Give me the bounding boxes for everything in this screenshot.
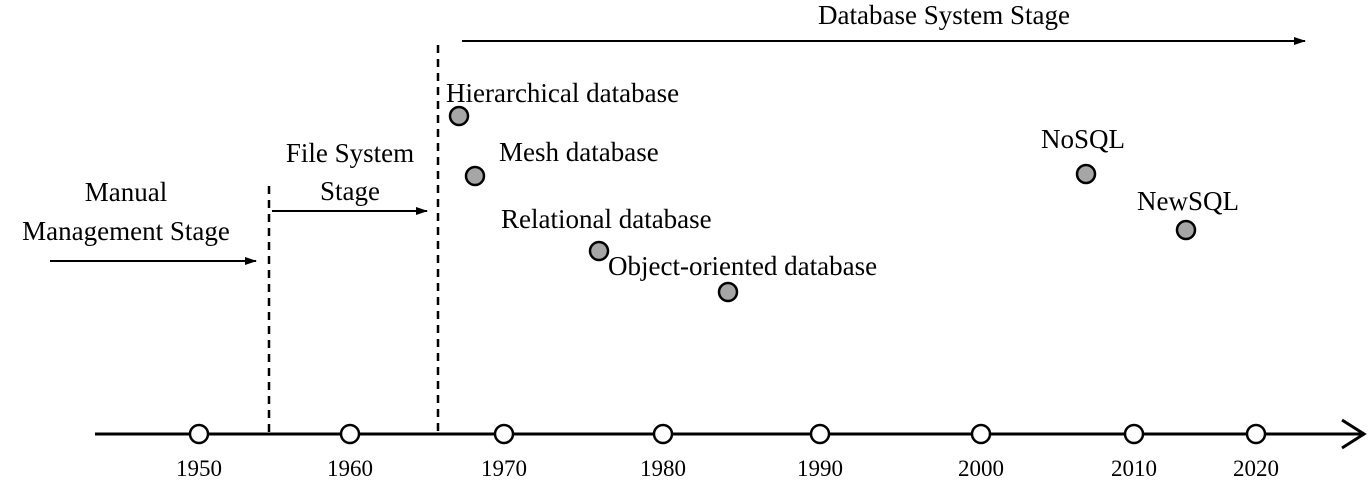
event-marker-object-oriented <box>717 281 739 303</box>
event-label-mesh: Mesh database <box>499 137 659 167</box>
event-marker-hierarchical <box>448 105 470 127</box>
year-labels: 1950 1960 1970 1980 1990 2000 2010 2020 <box>176 456 1279 481</box>
manual-stage-label-line2: Management Stage <box>22 216 230 246</box>
file-stage-label-line2: Stage <box>320 176 380 206</box>
event-marker-newsql <box>1175 219 1197 241</box>
event-label-newsql: NewSQL <box>1137 186 1239 216</box>
year-marker <box>493 423 515 445</box>
event-label-object-oriented: Object-oriented database <box>608 251 877 281</box>
year-label: 1980 <box>640 456 686 481</box>
year-marker <box>339 423 361 445</box>
database-stage-label: Database System Stage <box>818 0 1070 30</box>
event-label-hierarchical: Hierarchical database <box>446 78 679 108</box>
year-label: 2000 <box>958 456 1004 481</box>
event-label-nosql: NoSQL <box>1041 124 1125 154</box>
year-label: 1970 <box>481 456 527 481</box>
event-marker-mesh <box>464 165 486 187</box>
year-markers <box>188 423 1267 445</box>
event-label-relational: Relational database <box>501 204 712 234</box>
year-marker <box>652 423 674 445</box>
file-stage-label-line1: File System <box>286 138 414 168</box>
year-marker <box>809 423 831 445</box>
year-label: 1950 <box>176 456 222 481</box>
event-marker-relational <box>588 240 610 262</box>
year-label: 1960 <box>327 456 373 481</box>
manual-stage-label-line1: Manual <box>85 177 167 207</box>
event-labels: Hierarchical database Mesh database Rela… <box>446 78 1239 281</box>
year-label: 2010 <box>1111 456 1157 481</box>
year-marker <box>188 423 210 445</box>
year-label: 1990 <box>797 456 843 481</box>
year-marker <box>970 423 992 445</box>
time-axis-arrow-icon <box>1341 418 1367 450</box>
year-label: 2020 <box>1233 456 1279 481</box>
year-marker <box>1123 423 1145 445</box>
event-marker-nosql <box>1075 163 1097 185</box>
event-markers <box>448 105 1197 303</box>
year-marker <box>1245 423 1267 445</box>
